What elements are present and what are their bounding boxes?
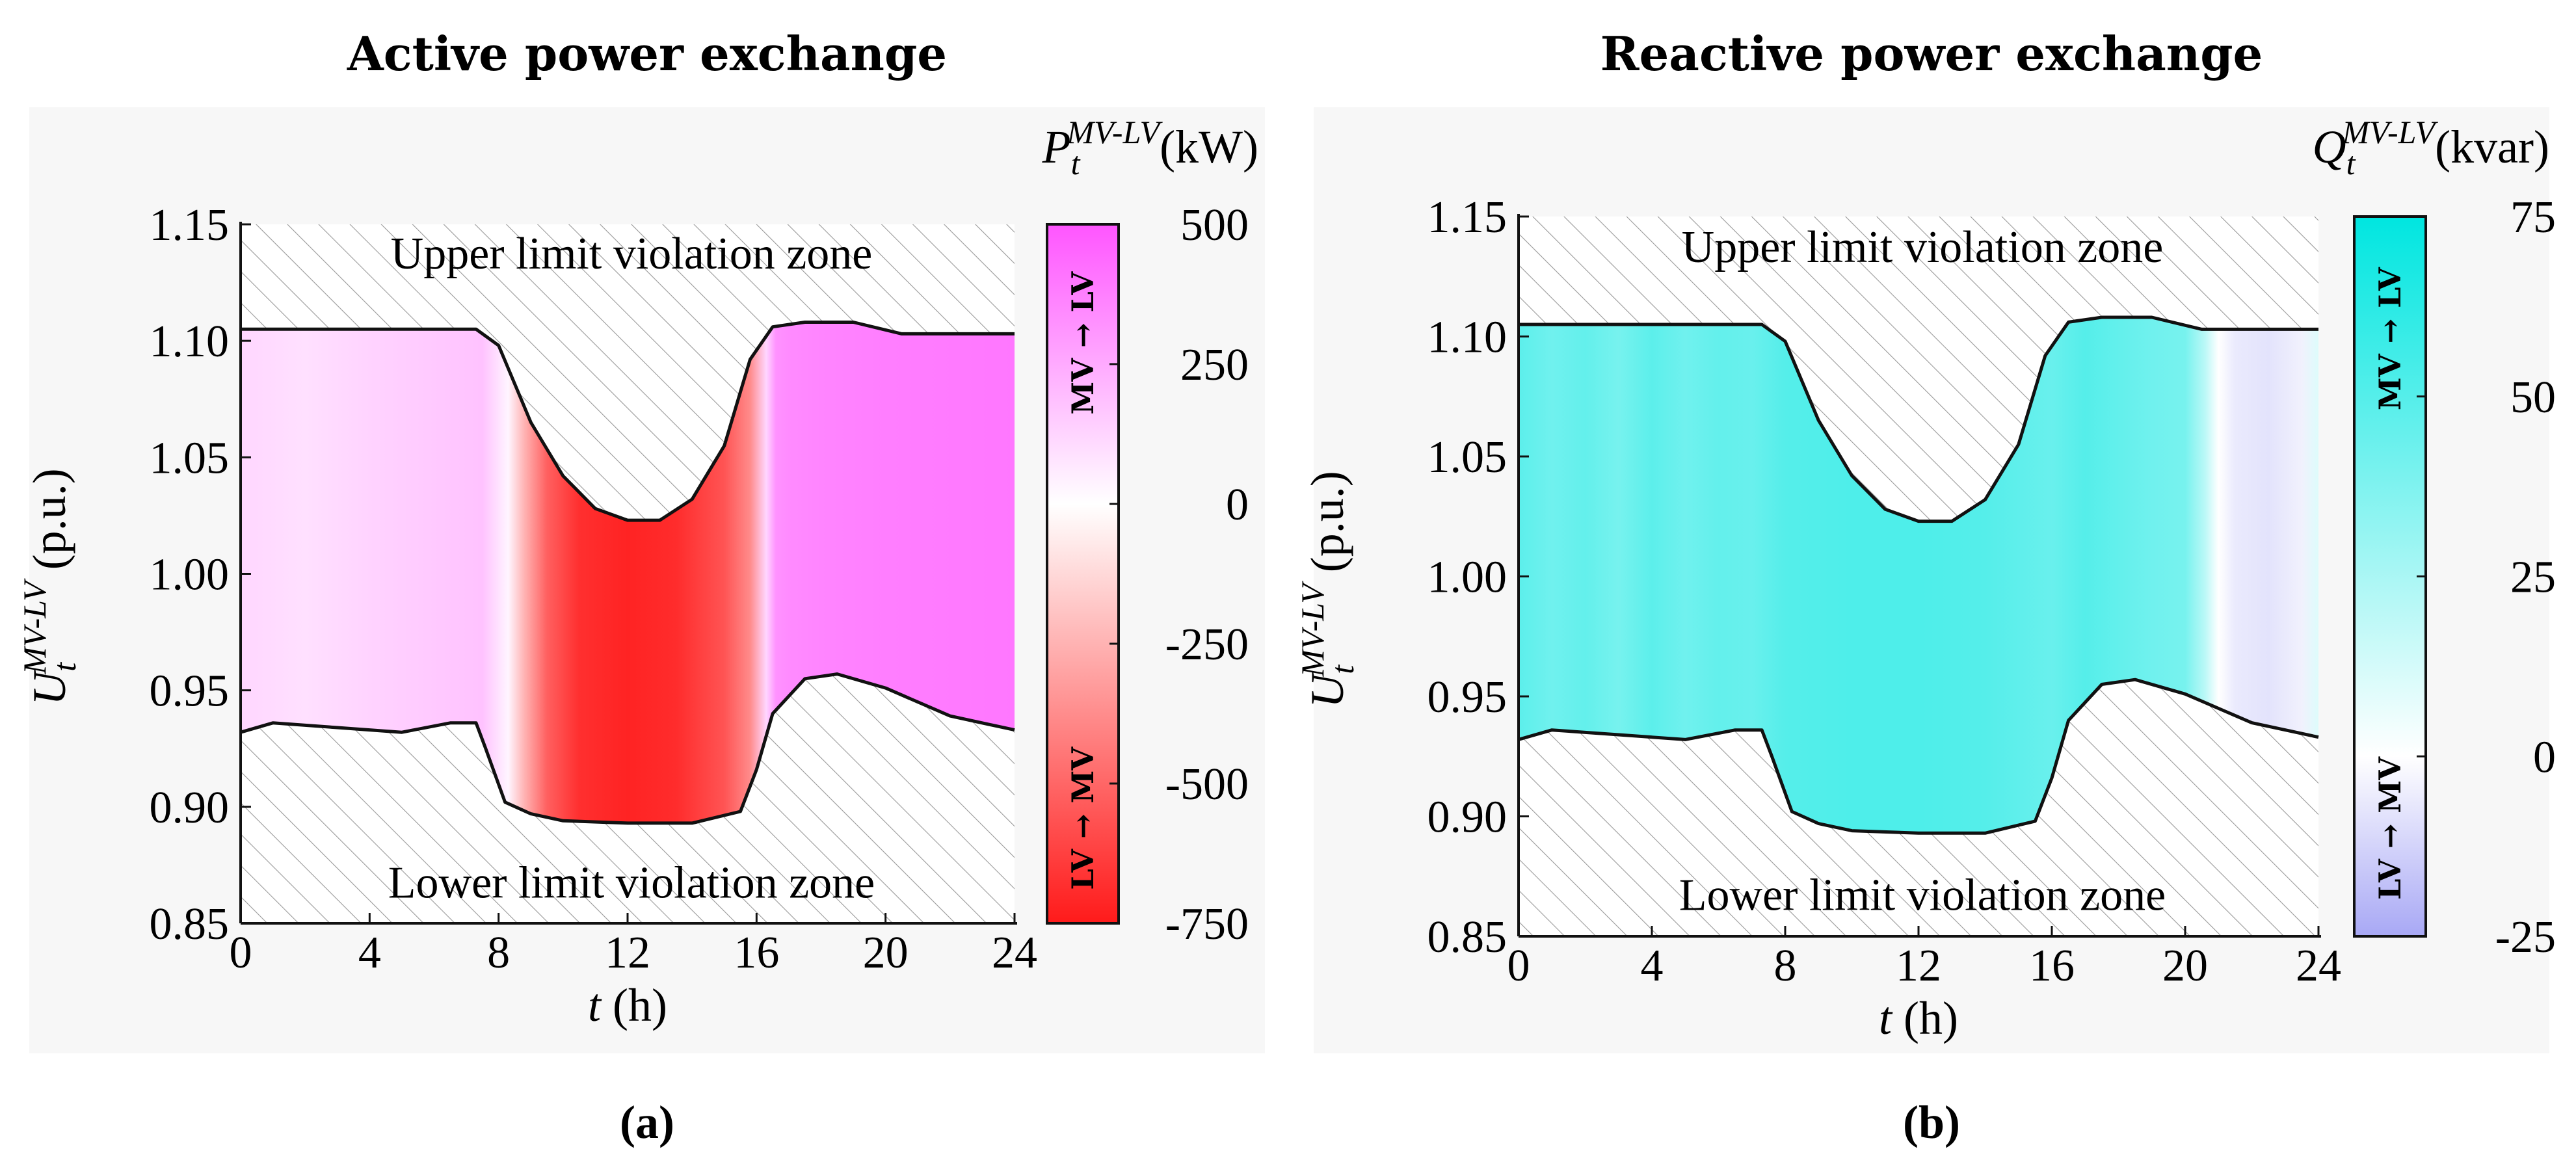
y-axis-unit: (p.u.) — [23, 468, 75, 581]
y-tick-label: 0.85 — [150, 899, 230, 949]
y-tick-label: 0.85 — [1427, 912, 1507, 962]
caption: (a) — [620, 1096, 674, 1148]
colorbar: 75 50 25 0 -25 — [2353, 192, 2556, 962]
lower-limit-line — [240, 672, 1015, 825]
plot-area — [240, 224, 1015, 923]
colorbar-sub: t — [1071, 145, 1081, 181]
y-axis-label: UtMV-LV (p.u.) — [1294, 471, 1361, 707]
y-tick-label: 1.10 — [1427, 313, 1507, 363]
lower-zone-label: Lower limit violation zone — [1679, 870, 2166, 920]
caption: (b) — [1903, 1096, 1960, 1148]
x-tick-label: 12 — [605, 928, 650, 978]
colorbar-tick-label: -250 — [1165, 620, 1249, 670]
y-tick-label: 1.05 — [1427, 432, 1507, 482]
colorbar-header: QtMV-LV(kvar) — [2313, 114, 2549, 181]
y-tick-label: 1.00 — [150, 550, 230, 600]
lower-limit-line — [1518, 678, 2319, 835]
panel-active-power: Active power exchange PtMV-LV(kW) 0 4 8 12 1… — [16, 26, 1265, 1148]
colorbar-tick-label: 0 — [1226, 480, 1249, 530]
colorbar-var: P — [1042, 121, 1071, 173]
y-tick-label: 0.95 — [1427, 672, 1507, 722]
colorbar: 500 250 0 -250 -500 -750 — [1046, 200, 1249, 949]
axis-ticks: 0 4 8 12 16 20 24 0.85 0.90 0.95 1.00 1.05 1.10 1.15 — [150, 200, 1038, 978]
x-axis-unit: (h) — [1892, 992, 1958, 1044]
colorbar-bottom-label: LV → MV — [2372, 756, 2408, 900]
caption-text: (a) — [620, 1096, 674, 1148]
colorbar-sup: MV-LV — [1067, 114, 1163, 150]
caption-text: (b) — [1903, 1096, 1960, 1148]
x-tick-label: 0 — [1507, 941, 1530, 991]
upper-limit-line — [1519, 315, 2318, 523]
x-tick-label: 8 — [487, 928, 510, 978]
colorbar-sup: MV-LV — [2342, 114, 2439, 150]
colorbar-tick-label: -500 — [1165, 759, 1249, 810]
y-axis-sub: t — [46, 662, 83, 672]
x-tick-label: 20 — [2162, 941, 2208, 991]
colorbar-tick-label: -25 — [2495, 912, 2556, 962]
feasible-band — [241, 322, 1015, 823]
plot-area — [1518, 217, 2319, 936]
chart-title: Active power exchange — [347, 26, 947, 81]
y-axis-sup: MV-LV — [1294, 581, 1331, 678]
y-axis-var: U — [1301, 672, 1353, 708]
colorbar-gradient — [2353, 215, 2427, 938]
y-tick-label: 1.15 — [150, 200, 230, 250]
colorbar-unit: (kW) — [1160, 121, 1258, 173]
y-axis-unit: (p.u.) — [1301, 471, 1353, 584]
axis-ticks: 0 4 8 12 16 20 24 0.85 0.90 0.95 1.00 1.05 1.10 1.15 — [1427, 192, 2342, 991]
chart-title: Reactive power exchange — [1600, 26, 2263, 81]
x-tick-label: 16 — [2029, 941, 2075, 991]
x-axis-var: t — [1879, 992, 1893, 1044]
colorbar-gradient — [1046, 223, 1120, 925]
y-tick-label: 1.10 — [150, 317, 230, 367]
x-axis-unit: (h) — [601, 979, 667, 1031]
colorbar-tick-label: 250 — [1180, 340, 1249, 390]
y-axis-label: UtMV-LV (p.u.) — [16, 468, 83, 705]
colorbar-tick-label: -750 — [1165, 899, 1249, 949]
x-tick-label: 24 — [2296, 941, 2341, 991]
colorbar-header: PtMV-LV(kW) — [1042, 114, 1258, 181]
y-axis-sub: t — [1324, 665, 1361, 674]
colorbar-top-label: MV → LV — [1065, 271, 1100, 415]
y-axis-var: U — [23, 669, 75, 705]
colorbar-tick-label: 75 — [2510, 192, 2556, 243]
y-tick-label: 0.95 — [150, 666, 230, 717]
y-tick-label: 1.15 — [1427, 192, 1507, 243]
x-tick-label: 12 — [1896, 941, 1941, 991]
x-axis-label: t (h) — [588, 979, 667, 1031]
upper-zone-label: Upper limit violation zone — [391, 229, 873, 279]
colorbar-tick-label: 500 — [1180, 200, 1249, 250]
colorbar-tick-label: 0 — [2533, 732, 2556, 782]
colorbar-tick-label: 50 — [2510, 373, 2556, 423]
colorbar-tick-label: 25 — [2510, 553, 2556, 603]
colorbar-bottom-label: LV → MV — [1065, 746, 1100, 890]
x-axis-label: t (h) — [1879, 992, 1958, 1044]
lower-zone-label: Lower limit violation zone — [388, 858, 875, 908]
colorbar-sub: t — [2346, 145, 2356, 181]
upper-limit-line — [241, 321, 1015, 522]
y-axis-sup: MV-LV — [16, 578, 53, 675]
feasible-band — [1519, 317, 2318, 834]
y-tick-label: 1.00 — [1427, 553, 1507, 603]
x-tick-label: 20 — [863, 928, 909, 978]
colorbar-top-label: MV → LV — [2372, 267, 2408, 410]
x-tick-label: 0 — [230, 928, 252, 978]
x-tick-label: 4 — [1641, 941, 1664, 991]
y-tick-label: 0.90 — [150, 783, 230, 833]
y-tick-label: 1.05 — [150, 433, 230, 483]
upper-zone-label: Upper limit violation zone — [1682, 222, 2164, 272]
x-tick-label: 4 — [358, 928, 381, 978]
y-tick-label: 0.90 — [1427, 793, 1507, 843]
x-tick-label: 24 — [992, 928, 1037, 978]
colorbar-var: Q — [2313, 121, 2346, 173]
x-tick-label: 8 — [1774, 941, 1797, 991]
colorbar-unit: (kvar) — [2435, 121, 2549, 173]
x-axis-var: t — [588, 979, 602, 1031]
x-tick-label: 16 — [734, 928, 779, 978]
